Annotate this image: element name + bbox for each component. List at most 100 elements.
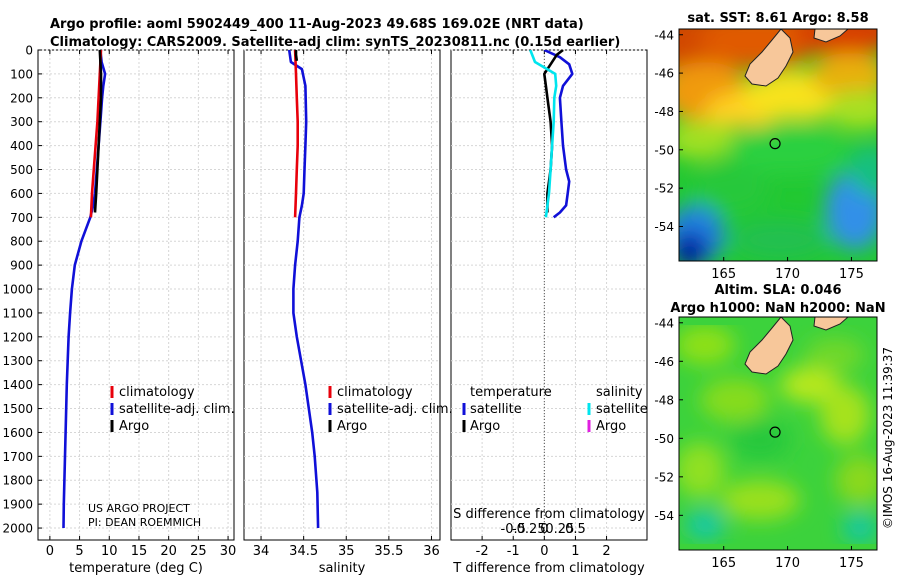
- x-tick-label: 34: [253, 544, 270, 559]
- legend-label-satellite: satellite-adj. clim.: [337, 402, 453, 417]
- difference-xlabel: T difference from climatology: [452, 561, 645, 576]
- s-tick-label: 0: [540, 522, 548, 537]
- x-tick-label: 35.5: [374, 544, 403, 559]
- x-tick-label: 15: [131, 544, 148, 559]
- temperature-xlabel: temperature (deg C): [69, 561, 203, 576]
- map-x-tick-label: 165: [711, 556, 736, 571]
- sla-map-frame: [678, 316, 878, 551]
- x-tick-label: 2: [602, 544, 610, 559]
- sla-argo-marker: [769, 426, 781, 438]
- y-tick-label: 1000: [2, 283, 33, 297]
- y-tick-label: 1900: [2, 498, 33, 512]
- x-tick-label: 1: [571, 544, 579, 559]
- map-y-tick-label: -54: [654, 509, 674, 523]
- s-tick-label: -0.25: [512, 522, 546, 537]
- y-tick-label: 1500: [2, 402, 33, 416]
- legend-label-s-argo: Argo: [596, 419, 626, 434]
- y-tick-label: 700: [10, 211, 33, 225]
- x-tick-label: 25: [190, 544, 207, 559]
- salinity-plot-frame: [243, 49, 441, 541]
- sst-field: [679, 29, 877, 261]
- map-y-tick-label: -48: [654, 105, 674, 119]
- x-tick-label: 5: [75, 544, 83, 559]
- series-line-satellite-adj-clim-: [287, 50, 320, 529]
- temperature-panel: 0100200300400500600700800900100011001200…: [2, 44, 236, 577]
- sst-land-south-island: [744, 29, 794, 87]
- x-tick-label: 20: [160, 544, 177, 559]
- map-y-tick-label: -44: [654, 28, 674, 42]
- y-tick-label: 1400: [2, 378, 33, 392]
- map-y-tick-label: -48: [654, 393, 674, 407]
- difference-legend: temperature salinity satellite Argo sate…: [462, 385, 648, 434]
- series-line-argo: [93, 50, 103, 213]
- map-y-tick-label: -50: [654, 432, 674, 446]
- y-tick-label: 1700: [2, 450, 33, 464]
- s-tick-label: -0.5: [501, 522, 526, 537]
- map-y-tick-label: -52: [654, 182, 674, 196]
- y-tick-label: 2000: [2, 522, 33, 536]
- legend-label-climatology: climatology: [119, 385, 195, 400]
- series-line-t-satellite: [543, 50, 574, 219]
- legend-label-climatology: climatology: [337, 385, 413, 400]
- map-y-tick-label: -46: [654, 355, 674, 369]
- sla-land-south-island: [744, 317, 794, 375]
- y-tick-label: 900: [10, 259, 33, 273]
- legend-label-argo: Argo: [119, 419, 149, 434]
- legend-label-satellite: satellite-adj. clim.: [119, 402, 235, 417]
- imos-credit: ©IMOS 16-Aug-2023 11:39:37: [881, 347, 895, 529]
- legend-title-temperature: temperature: [470, 385, 552, 400]
- legend-label-t-argo: Argo: [470, 419, 500, 434]
- legend-label-argo: Argo: [337, 419, 367, 434]
- map-y-tick-label: -52: [654, 470, 674, 484]
- difference-plot-frame: [450, 49, 648, 541]
- map-x-tick-label: 170: [775, 556, 800, 571]
- sst-land-north: [813, 29, 849, 43]
- map-y-tick-label: -46: [654, 67, 674, 81]
- map-y-tick-label: -54: [654, 220, 674, 234]
- map-x-tick-label: 175: [839, 556, 864, 571]
- x-tick-label: 34.5: [289, 544, 318, 559]
- x-tick-label: 10: [101, 544, 118, 559]
- x-tick-label: 30: [220, 544, 237, 559]
- temperature-legend: climatology satellite-adj. clim. Argo: [110, 385, 235, 434]
- legend-label-t-satellite: satellite: [470, 402, 522, 417]
- y-tick-label: 400: [10, 139, 33, 153]
- header-line-1: Argo profile: aoml 5902449_400 11-Aug-20…: [50, 17, 584, 32]
- map-x-tick-label: 170: [775, 267, 800, 282]
- sst-argo-marker: [769, 138, 781, 150]
- y-tick-label: 0: [25, 44, 33, 58]
- map-x-tick-label: 165: [711, 267, 736, 282]
- y-tick-label: 1800: [2, 474, 33, 488]
- x-tick-label: 0: [540, 544, 548, 559]
- y-tick-label: 800: [10, 235, 33, 249]
- sst-map-title: sat. SST: 8.61 Argo: 8.58: [687, 11, 868, 26]
- y-tick-label: 600: [10, 187, 33, 201]
- x-tick-label: 36: [423, 544, 440, 559]
- s-difference-axis-label: S difference from climatology: [453, 507, 645, 522]
- x-tick-label: 0: [46, 544, 54, 559]
- series-line-satellite-adj-clim-: [62, 50, 107, 529]
- s-tick-label: 0.5: [565, 522, 586, 537]
- map-x-tick-label: 175: [839, 267, 864, 282]
- x-tick-label: 35: [338, 544, 355, 559]
- map-y-tick-label: -50: [654, 143, 674, 157]
- sst-map-panel: sat. SST: 8.61 Argo: 8.58: [654, 11, 878, 282]
- x-tick-label: -2: [476, 544, 489, 559]
- project-annotation: US ARGO PROJECT: [88, 502, 190, 515]
- salinity-xlabel: salinity: [319, 561, 366, 576]
- sla-map-panel: Altim. SLA: 0.046 Argo h1000: NaN h2000:…: [654, 283, 885, 571]
- y-tick-label: 200: [10, 91, 33, 105]
- y-tick-label: 1300: [2, 354, 33, 368]
- x-tick-label: -1: [507, 544, 520, 559]
- series-line-climatology: [293, 50, 299, 218]
- y-tick-label: 1600: [2, 426, 33, 440]
- y-tick-label: 1200: [2, 330, 33, 344]
- legend-title-salinity: salinity: [596, 385, 643, 400]
- sla-map-title-line-1: Altim. SLA: 0.046: [715, 283, 842, 298]
- salinity-legend: climatology satellite-adj. clim. Argo: [328, 385, 453, 434]
- sla-map-title-line-2: Argo h1000: NaN h2000: NaN: [670, 301, 885, 316]
- s-tick-label: 0.25: [545, 522, 574, 537]
- series-line-s-satellite: [529, 50, 558, 218]
- sst-map-frame: [678, 28, 878, 262]
- legend-label-s-satellite: satellite: [596, 402, 648, 417]
